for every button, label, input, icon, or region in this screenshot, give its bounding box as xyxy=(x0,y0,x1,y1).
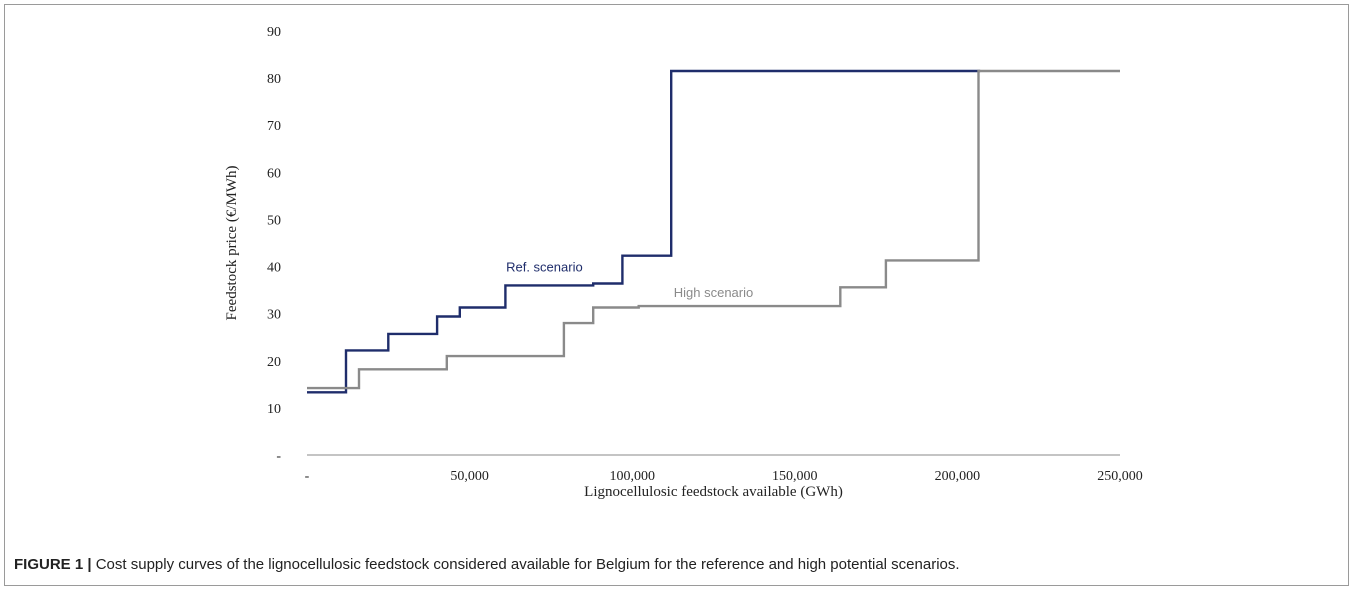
x-tick-label: 50,000 xyxy=(450,469,489,484)
figure-frame xyxy=(4,4,1349,586)
figure-label: FIGURE 1 | xyxy=(14,556,92,573)
x-tick-label: 150,000 xyxy=(772,469,818,484)
y-tick-label: 60 xyxy=(267,166,281,181)
high-scenario-label: High scenario xyxy=(674,285,754,300)
y-tick-label: 90 xyxy=(267,25,281,40)
y-tick-label: 20 xyxy=(267,355,281,370)
y-tick-label: 70 xyxy=(267,119,281,134)
x-tick-label: 250,000 xyxy=(1097,469,1143,484)
y-tick-label: 10 xyxy=(267,402,281,417)
y-tick-label: 50 xyxy=(267,213,281,228)
y-tick-label: 30 xyxy=(267,308,281,323)
x-tick-label: 100,000 xyxy=(609,469,655,484)
y-axis-title: Feedstock price (€/MWh) xyxy=(224,166,240,321)
x-tick-labels: - 50,000 100,000 150,000 200,000 250,000 xyxy=(305,469,1143,484)
ref-scenario-line xyxy=(307,69,981,394)
annotation-layer: Ref. scenario High scenario xyxy=(506,259,753,300)
y-tick-label: 80 xyxy=(267,72,281,87)
high-scenario-line xyxy=(307,69,1120,390)
series-layer xyxy=(307,69,1120,394)
figure-caption: FIGURE 1 | Cost supply curves of the lig… xyxy=(14,556,1334,573)
y-tick-label: - xyxy=(276,449,281,464)
x-tick-label: - xyxy=(305,469,310,484)
ref-scenario-label: Ref. scenario xyxy=(506,259,583,274)
x-tick-label: 200,000 xyxy=(935,469,981,484)
y-tick-labels: - 10 20 30 40 50 60 70 80 90 xyxy=(267,25,281,464)
figure-caption-text: Cost supply curves of the lignocellulosi… xyxy=(95,556,960,573)
x-axis-title: Lignocellulosic feedstock available (GWh… xyxy=(584,484,843,500)
y-tick-label: 40 xyxy=(267,261,281,276)
